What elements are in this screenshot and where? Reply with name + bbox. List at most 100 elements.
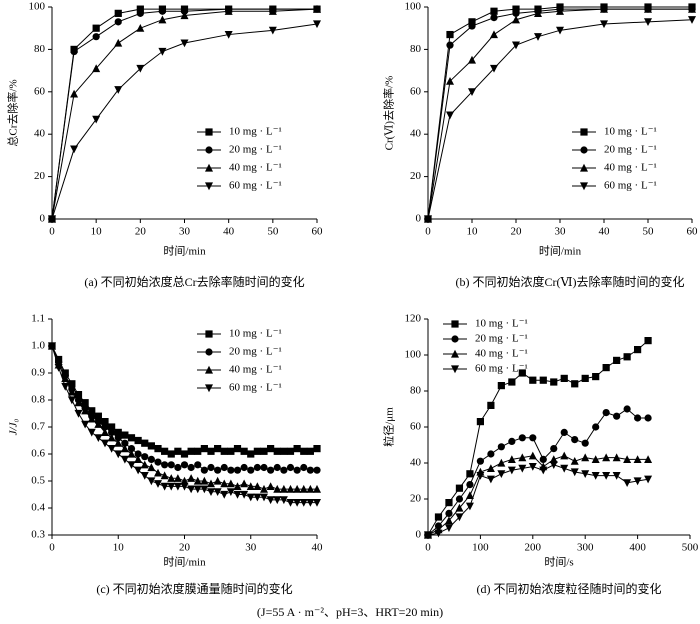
marker	[592, 373, 600, 381]
marker	[466, 481, 474, 489]
marker	[299, 499, 308, 507]
marker	[560, 428, 568, 436]
marker	[293, 445, 301, 453]
marker	[273, 496, 282, 505]
marker	[54, 364, 63, 372]
marker	[424, 531, 432, 540]
marker	[114, 434, 122, 442]
marker	[180, 476, 189, 485]
marker	[613, 412, 621, 420]
marker	[534, 33, 542, 41]
marker	[518, 369, 526, 377]
marker	[512, 41, 520, 50]
marker	[644, 455, 653, 463]
y-tick-label: 0.7	[31, 421, 45, 433]
marker	[141, 453, 149, 461]
x-tick-label: 0	[425, 226, 431, 238]
marker	[602, 472, 611, 480]
marker	[101, 418, 109, 426]
marker	[74, 409, 83, 418]
marker	[570, 457, 579, 465]
marker	[107, 445, 116, 453]
x-tick-label: 0	[425, 542, 431, 554]
y-tick-label: 60	[410, 85, 422, 97]
marker	[455, 503, 464, 512]
marker	[92, 33, 100, 41]
marker	[233, 445, 242, 453]
marker	[445, 499, 453, 507]
marker	[268, 7, 277, 15]
marker	[571, 436, 579, 444]
marker	[127, 461, 136, 469]
marker	[240, 490, 249, 499]
marker	[193, 476, 202, 485]
marker	[581, 439, 589, 447]
marker	[114, 86, 123, 94]
marker	[108, 428, 116, 436]
marker	[214, 466, 222, 474]
marker	[220, 490, 229, 499]
marker	[136, 9, 144, 17]
y-tick-label: 80	[34, 43, 46, 55]
legend-label: 20 mg · L⁻¹	[229, 144, 282, 156]
marker	[214, 445, 222, 453]
y-tick-label: 60	[34, 85, 46, 97]
marker	[180, 482, 189, 491]
marker	[101, 423, 109, 431]
marker	[300, 447, 308, 455]
marker	[108, 423, 116, 431]
marker	[273, 463, 281, 472]
x-tick-label: 30	[245, 542, 257, 554]
marker	[286, 463, 295, 472]
marker	[70, 89, 79, 98]
marker	[273, 447, 281, 455]
marker	[612, 453, 621, 462]
marker	[74, 398, 83, 407]
marker	[266, 482, 275, 490]
marker	[293, 484, 302, 493]
legend-marker	[205, 128, 213, 136]
marker	[623, 455, 632, 463]
marker	[634, 414, 642, 422]
marker	[94, 412, 102, 420]
marker	[154, 468, 162, 477]
marker	[633, 477, 642, 486]
marker	[226, 488, 235, 496]
series-line	[427, 340, 649, 536]
y-tick-label: 1.0	[31, 340, 45, 352]
marker	[279, 484, 288, 493]
y-tick-label: 20	[410, 493, 422, 505]
y-tick-label: 20	[410, 170, 422, 182]
marker	[114, 38, 123, 47]
marker	[512, 15, 520, 24]
marker	[141, 439, 149, 447]
marker	[200, 445, 208, 453]
x-tick-label: 30	[555, 226, 567, 238]
marker	[273, 484, 282, 493]
marker	[147, 455, 155, 463]
series-line	[51, 23, 318, 220]
marker	[518, 453, 527, 462]
legend-label: 20 mg · L⁻¹	[475, 333, 528, 345]
legend-label: 40 mg · L⁻¹	[229, 364, 282, 376]
marker	[120, 444, 129, 453]
marker	[81, 420, 90, 429]
marker	[560, 451, 569, 460]
marker	[613, 356, 621, 364]
legend-marker	[451, 320, 459, 328]
legend-label: 40 mg · L⁻¹	[604, 162, 657, 174]
marker	[560, 464, 569, 473]
marker	[92, 64, 101, 73]
marker	[300, 463, 308, 472]
marker	[508, 437, 516, 445]
marker	[121, 439, 129, 447]
marker	[224, 7, 233, 15]
y-tick-label: 0	[40, 213, 46, 225]
marker	[87, 428, 96, 437]
y-tick-label: 80	[410, 385, 422, 397]
marker	[136, 24, 145, 32]
marker	[313, 4, 321, 13]
legend-marker	[580, 163, 588, 172]
series-line	[427, 464, 649, 536]
marker	[173, 482, 182, 491]
